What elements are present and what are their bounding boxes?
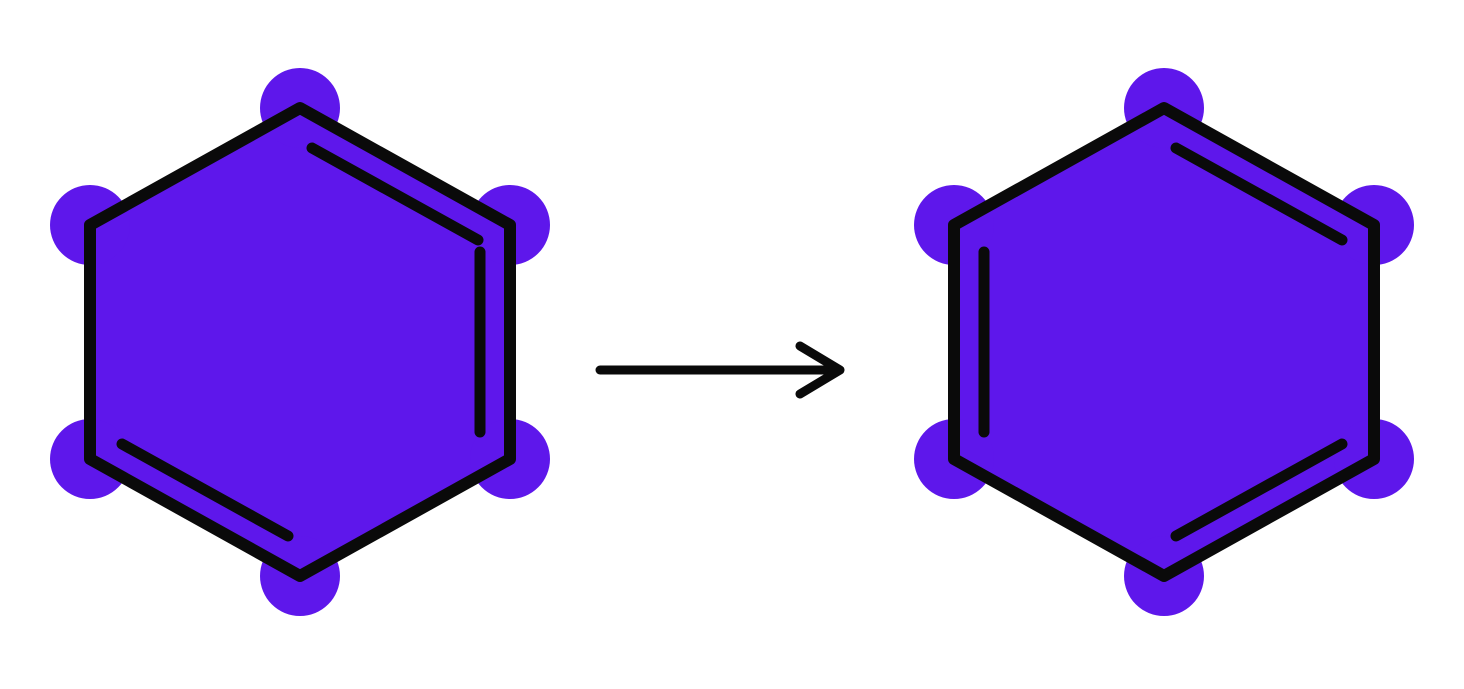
resonance-diagram — [0, 0, 1464, 684]
left-benzene — [50, 68, 550, 616]
right-benzene — [914, 68, 1414, 616]
right-hexagon-fill — [954, 108, 1374, 576]
reaction-arrow — [600, 346, 840, 394]
diagram-svg — [0, 0, 1464, 684]
left-hexagon-fill — [90, 108, 510, 576]
